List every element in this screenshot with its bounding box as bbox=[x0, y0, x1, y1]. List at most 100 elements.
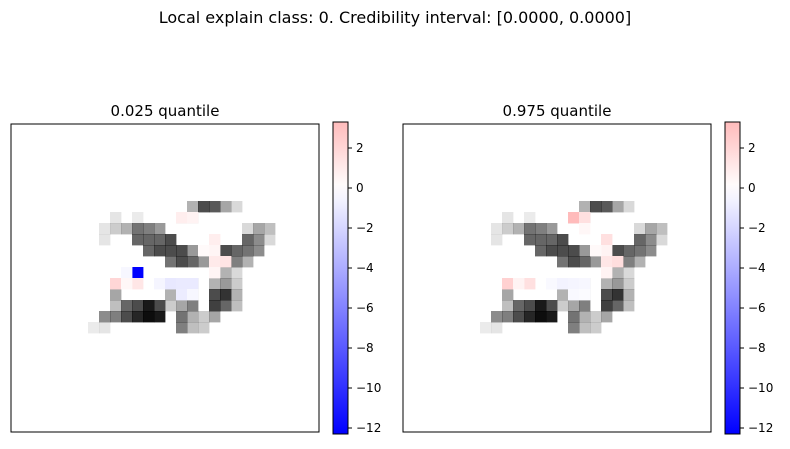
digit-pixel bbox=[253, 245, 265, 257]
digit-pixel bbox=[568, 245, 580, 257]
digit-pixel bbox=[612, 300, 624, 312]
colorbar-gradient bbox=[333, 122, 348, 434]
digit-pixel bbox=[579, 322, 591, 334]
digit-pixel bbox=[110, 223, 122, 235]
digit-pixel bbox=[590, 322, 602, 334]
digit-pixel bbox=[491, 322, 503, 334]
digit-pixel bbox=[154, 223, 166, 235]
digit-pixel bbox=[623, 267, 635, 279]
digit-pixel bbox=[187, 201, 199, 213]
attribution-pixel bbox=[568, 278, 580, 290]
attribution-pixel bbox=[601, 256, 613, 268]
attribution-pixel bbox=[546, 278, 558, 290]
digit-pixel bbox=[524, 212, 536, 224]
digit-pixel bbox=[187, 322, 199, 334]
digit-pixel bbox=[220, 245, 232, 257]
digit-pixel bbox=[110, 311, 122, 323]
colorbar-tick-label: −6 bbox=[356, 301, 374, 315]
attribution-pixel bbox=[165, 278, 177, 290]
digit-pixel bbox=[557, 256, 569, 268]
digit-pixel bbox=[165, 300, 177, 312]
panel-title: 0.025 quantile bbox=[111, 102, 220, 120]
digit-pixel bbox=[513, 311, 525, 323]
digit-pixel bbox=[121, 223, 133, 235]
digit-pixel bbox=[491, 223, 503, 235]
attribution-pixel bbox=[502, 278, 514, 290]
attribution-pixel bbox=[590, 245, 602, 257]
attribution-pixel bbox=[568, 212, 580, 224]
colorbar-tick-label: 2 bbox=[356, 141, 364, 155]
digit-pixel bbox=[220, 300, 232, 312]
attribution-pixel bbox=[209, 256, 221, 268]
digit-pixel bbox=[264, 234, 276, 246]
digit-pixel bbox=[502, 311, 514, 323]
digit-pixel bbox=[187, 311, 199, 323]
digit-pixel bbox=[634, 234, 646, 246]
digit-pixel bbox=[242, 234, 254, 246]
attribution-pixel bbox=[176, 278, 188, 290]
digit-pixel bbox=[242, 223, 254, 235]
attribution-overlay bbox=[110, 212, 232, 301]
digit-pixel bbox=[99, 223, 111, 235]
colorbar-tick-label: −8 bbox=[356, 341, 374, 355]
colorbar: 2 0 −2 −4 −6 −8 −10 −12 bbox=[332, 121, 381, 435]
digit-pixel bbox=[634, 256, 646, 268]
digit-pixel bbox=[154, 300, 166, 312]
digit-pixel bbox=[480, 322, 492, 334]
digit-pixel bbox=[165, 245, 177, 257]
digit-pixel bbox=[209, 300, 221, 312]
digit-pixel bbox=[154, 311, 166, 323]
digit-pixel bbox=[132, 223, 144, 235]
digit-pixel bbox=[220, 267, 232, 279]
digit-pixel bbox=[209, 278, 221, 290]
digit-pixel bbox=[99, 311, 111, 323]
digit-pixel bbox=[656, 234, 668, 246]
digit-pixel bbox=[231, 289, 243, 301]
digit-pixel bbox=[502, 300, 514, 312]
digit-pixel bbox=[264, 223, 276, 235]
digit-pixel bbox=[612, 201, 624, 213]
digit-pixel bbox=[253, 223, 265, 235]
attribution-pixel bbox=[209, 234, 221, 246]
attribution-overlay bbox=[502, 212, 624, 301]
digit-pixel bbox=[88, 322, 100, 334]
digit-pixel bbox=[524, 311, 536, 323]
attribution-pixel bbox=[557, 278, 569, 290]
digit-pixel bbox=[579, 245, 591, 257]
digit-pixel bbox=[601, 311, 613, 323]
attribution-pixel bbox=[132, 278, 144, 290]
digit-pixel bbox=[187, 256, 199, 268]
digit-pixel bbox=[121, 300, 133, 312]
attribution-pixel bbox=[176, 289, 188, 301]
digit-pixel bbox=[176, 300, 188, 312]
digit-pixel bbox=[535, 300, 547, 312]
colorbar-tick-label: −12 bbox=[748, 421, 773, 435]
colorbar-tick-label: −4 bbox=[748, 261, 766, 275]
digit-pixel bbox=[524, 234, 536, 246]
digit-pixel bbox=[546, 245, 558, 257]
digit-pixel bbox=[99, 234, 111, 246]
digit-pixel bbox=[601, 278, 613, 290]
digit-pixel bbox=[568, 311, 580, 323]
digit-pixel bbox=[623, 300, 635, 312]
digit-pixel bbox=[187, 245, 199, 257]
digit-pixel bbox=[231, 256, 243, 268]
digit-pixel bbox=[502, 212, 514, 224]
digit-pixel bbox=[645, 223, 657, 235]
digit-pixel bbox=[209, 289, 221, 301]
digit-pixel bbox=[176, 245, 188, 257]
digit-pixel bbox=[634, 245, 646, 257]
digit-pixel bbox=[612, 245, 624, 257]
digit-pixel bbox=[231, 278, 243, 290]
digit-pixel bbox=[557, 289, 569, 301]
attribution-pixel bbox=[524, 278, 536, 290]
digit-pixel bbox=[110, 300, 122, 312]
attribution-pixel bbox=[121, 267, 133, 279]
digit-pixel bbox=[612, 267, 624, 279]
digit-pixel bbox=[623, 245, 635, 257]
attribution-pixel bbox=[198, 245, 210, 257]
digit-pixel bbox=[231, 245, 243, 257]
digit-pixel bbox=[491, 311, 503, 323]
digit-pixel bbox=[535, 311, 547, 323]
attribution-pixel bbox=[568, 289, 580, 301]
